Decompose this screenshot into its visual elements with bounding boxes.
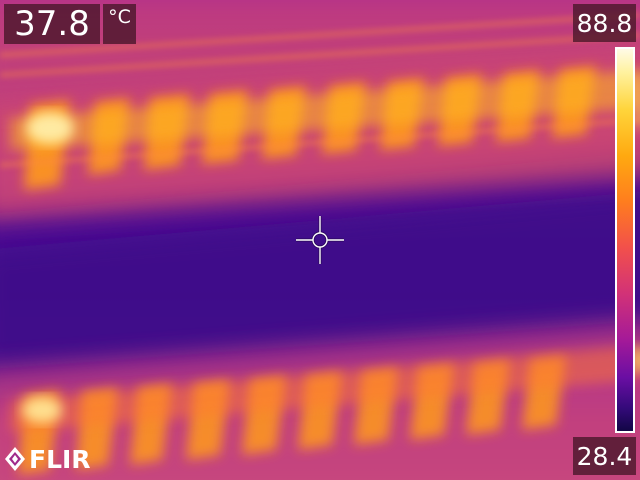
scale-min-value: 28.4 — [576, 441, 633, 471]
color-scale-bar — [615, 47, 635, 433]
flir-logo: FLIR — [4, 442, 104, 476]
temperature-unit: °C — [108, 6, 131, 28]
flir-logo-text: FLIR — [29, 444, 91, 474]
spot-temperature-value: 37.8 — [14, 4, 90, 44]
scale-max-value: 88.8 — [576, 8, 633, 38]
flir-logo-icon — [5, 447, 25, 471]
scale-max-readout: 88.8 — [573, 4, 636, 42]
scale-min-readout: 28.4 — [573, 437, 636, 475]
temperature-unit-badge: °C — [103, 4, 136, 44]
spot-temperature-readout: 37.8 — [4, 4, 100, 44]
spot-crosshair-icon — [296, 216, 344, 264]
